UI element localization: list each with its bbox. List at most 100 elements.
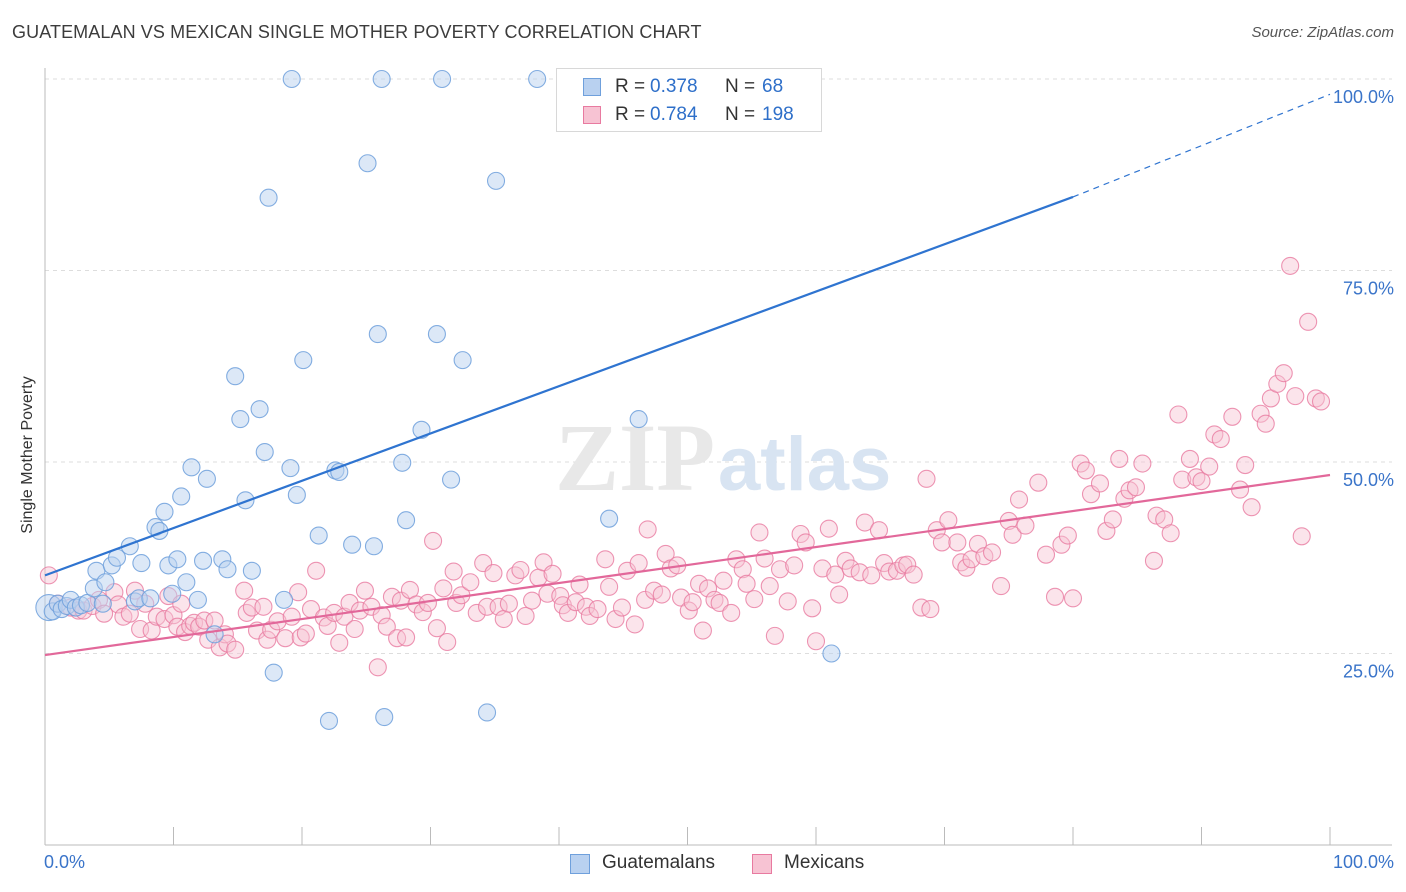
data-point-guatemalans: [393, 453, 412, 472]
y-tick-label: 100.0%: [1333, 87, 1394, 107]
data-point-mexicans: [461, 573, 480, 592]
data-point-mexicans: [683, 593, 702, 612]
data-point-mexicans: [1292, 527, 1311, 546]
data-point-mexicans: [543, 564, 562, 583]
trend-lines: [44, 93, 1331, 657]
data-point-mexicans: [444, 562, 463, 581]
data-point-guatemalans: [231, 410, 250, 429]
correlation-legend: R = 0.378 N = 68 R = 0.784 N = 198: [556, 68, 822, 132]
data-point-mexicans: [195, 611, 214, 630]
data-point-guatemalans: [242, 561, 261, 580]
data-point-mexicans: [855, 513, 874, 532]
data-point-mexicans: [904, 565, 923, 584]
data-point-mexicans: [434, 579, 453, 598]
data-point-mexicans: [1205, 425, 1224, 444]
data-point-mexicans: [796, 533, 815, 552]
data-point-mexicans: [438, 632, 457, 652]
data-point-guatemalans: [319, 711, 339, 730]
data-point-mexicans: [745, 590, 764, 609]
axes: [44, 68, 1392, 846]
data-point-mexicans: [1090, 474, 1110, 493]
legend-n-value: 198: [762, 104, 794, 125]
data-point-guatemalans: [96, 573, 115, 592]
data-point-guatemalans: [93, 594, 112, 613]
watermark: ZIP atlas: [555, 404, 891, 511]
y-axis-title: Single Mother Poverty: [19, 376, 36, 534]
data-point-mexicans: [770, 560, 790, 579]
data-point-guatemalans: [287, 485, 306, 504]
legend-row-guatemalans: R = 0.378 N = 68: [557, 72, 821, 102]
data-point-mexicans: [1200, 457, 1219, 476]
data-point-mexicans: [296, 624, 315, 643]
data-point-mexicans: [39, 566, 58, 585]
data-point-mexicans: [345, 619, 364, 639]
data-point-mexicans: [982, 543, 1002, 562]
data-point-mexicans: [1311, 392, 1331, 411]
data-point-mexicans: [484, 564, 503, 583]
data-point-mexicans: [424, 531, 443, 550]
data-point-mexicans: [377, 617, 396, 636]
data-point-mexicans: [652, 585, 671, 604]
data-point-mexicans: [1126, 478, 1146, 497]
data-point-mexicans: [710, 593, 729, 612]
data-point-guatemalans: [172, 487, 191, 506]
legend-swatch-blue: [583, 78, 601, 96]
data-point-mexicans: [1286, 387, 1305, 406]
data-point-mexicans: [612, 598, 632, 617]
data-point-mexicans: [1063, 589, 1083, 608]
data-point-guatemalans: [372, 69, 391, 89]
data-point-mexicans: [1281, 256, 1300, 275]
data-point-mexicans: [372, 606, 391, 625]
data-point-guatemalans: [397, 511, 416, 530]
data-point-mexicans: [803, 599, 822, 618]
data-point-mexicans: [699, 579, 718, 598]
data-point-mexicans: [1173, 470, 1192, 489]
series-guatemalans: [35, 69, 841, 730]
data-point-mexicans: [750, 523, 769, 542]
legend-r-label: R =: [615, 76, 646, 97]
data-point-mexicans: [467, 603, 486, 622]
data-point-mexicans: [1029, 473, 1048, 492]
data-point-mexicans: [382, 587, 402, 606]
data-point-mexicans: [1103, 510, 1122, 529]
data-point-mexicans: [1097, 521, 1116, 540]
data-point-mexicans: [596, 550, 615, 569]
data-point-mexicans: [939, 511, 958, 530]
data-point-mexicans: [948, 533, 967, 552]
data-point-mexicans: [427, 619, 446, 638]
data-point-mexicans: [600, 577, 619, 596]
data-point-mexicans: [511, 560, 530, 580]
data-point-guatemalans: [250, 400, 269, 419]
data-point-guatemalans: [259, 188, 278, 207]
source-label: Source: ZipAtlas.com: [1251, 24, 1394, 41]
data-point-guatemalans: [364, 537, 384, 556]
data-point-mexicans: [1058, 526, 1077, 545]
data-point-guatemalans: [358, 154, 377, 173]
data-point-mexicans: [355, 581, 375, 600]
data-point-guatemalans: [255, 442, 274, 462]
data-point-mexicans: [629, 554, 648, 573]
data-point-mexicans: [921, 600, 940, 619]
data-point-mexicans: [1256, 414, 1275, 433]
data-point-guatemalans: [486, 171, 506, 190]
data-point-mexicans: [638, 520, 657, 539]
data-point-mexicans: [760, 577, 779, 596]
data-point-guatemalans: [600, 509, 619, 528]
data-point-mexicans: [679, 601, 698, 620]
chart-title: GUATEMALAN VS MEXICAN SINGLE MOTHER POVE…: [12, 22, 702, 42]
data-point-guatemalans: [205, 625, 224, 644]
y-tick-label: 50.0%: [1343, 470, 1394, 490]
data-point-mexicans: [1180, 449, 1199, 468]
data-point-mexicans: [522, 591, 542, 610]
data-point-guatemalans: [427, 325, 446, 344]
data-point-mexicans: [850, 563, 869, 582]
data-point-mexicans: [1169, 405, 1188, 424]
data-point-guatemalans: [433, 69, 452, 89]
data-point-mexicans: [791, 524, 810, 544]
legend-n-label: N =: [725, 104, 756, 125]
bottom-legend-swatch-blue: [570, 854, 590, 874]
trend-line-mexicans: [44, 473, 1331, 657]
data-point-guatemalans: [822, 644, 841, 663]
data-point-mexicans: [330, 633, 349, 652]
data-point-mexicans: [862, 566, 881, 585]
